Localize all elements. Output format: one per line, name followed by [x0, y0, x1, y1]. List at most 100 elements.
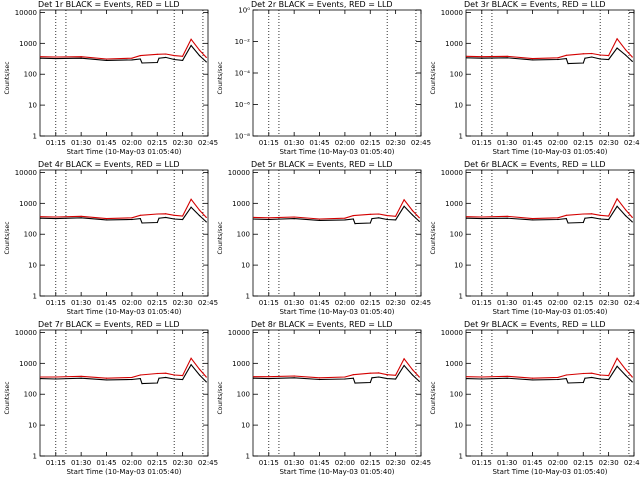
- chart-panel-5: 01:15 01:30 01:45 02:00 02:15 02:30 02:45 1 10 10…: [213, 160, 431, 320]
- events-data-point: [378, 217, 380, 219]
- lld-data-point: [165, 53, 167, 55]
- events-data-point: [165, 216, 167, 219]
- lld-data-point: [599, 374, 601, 376]
- events-data-point: [198, 215, 201, 217]
- x-tick-label: 02:00: [335, 299, 355, 307]
- lld-data-point: [198, 209, 201, 211]
- lld-data-point: [165, 372, 167, 374]
- lld-data-point: [182, 215, 184, 217]
- events-data-point: [411, 374, 414, 376]
- chart-title: Det 7r BLACK = Events, RED = LLD: [38, 320, 180, 329]
- x-tick-label: 01:15: [46, 459, 66, 467]
- y-axis-label: Counts/sec: [430, 381, 437, 415]
- x-tick-label: 02:00: [335, 139, 355, 147]
- y-tick-label: 10000: [441, 169, 463, 177]
- x-tick-label: 02:00: [122, 299, 142, 307]
- x-tick-label: 01:30: [71, 139, 91, 147]
- lld-data-point: [190, 198, 192, 200]
- lld-data-point: [105, 218, 108, 220]
- events-data-point: [608, 378, 610, 381]
- lld-data-point: [582, 53, 584, 55]
- y-tick-label: 1: [459, 133, 463, 141]
- lld-data-point: [39, 216, 42, 218]
- y-tick-label: 100: [24, 391, 37, 399]
- events-data-point: [481, 378, 483, 380]
- y-axis-label: Counts/sec: [217, 61, 224, 95]
- events-data-point: [506, 377, 508, 379]
- y-tick-label: 10: [28, 262, 37, 270]
- chart-svg: 01:15 01:30 01:45 02:00 02:15 02:30 02:45 1 10 10…: [228, 169, 431, 307]
- chart-title: Det 8r BLACK = Events, RED = LLD: [251, 320, 393, 329]
- events-data-point: [531, 59, 534, 61]
- events-data-point: [403, 364, 405, 367]
- lld-data-point: [624, 49, 627, 51]
- chart-title: Det 1r BLACK = Events, RED = LLD: [38, 0, 180, 9]
- events-data-point: [105, 379, 108, 381]
- lld-data-point: [156, 53, 158, 55]
- events-data-point: [173, 378, 175, 380]
- events-data-point: [344, 219, 346, 221]
- x-tick-label: 02:45: [624, 459, 640, 467]
- y-tick-label: 1: [33, 133, 37, 141]
- lld-data-point: [624, 368, 627, 370]
- lld-data-point: [481, 56, 483, 58]
- events-data-point: [158, 57, 160, 59]
- lld-data-point: [531, 58, 534, 60]
- lld-data-point: [599, 54, 601, 56]
- y-tick-label: 100: [450, 71, 463, 79]
- lld-data-point: [55, 216, 57, 218]
- events-data-point: [131, 59, 133, 61]
- events-data-point: [318, 378, 321, 381]
- x-tick-label: 02:15: [147, 139, 167, 147]
- y-tick-label: 10⁰: [238, 7, 250, 15]
- y-tick-label: 10: [454, 102, 463, 110]
- y-tick-label: 100: [450, 231, 463, 239]
- plot-frame: [39, 9, 209, 137]
- events-data-point: [39, 57, 42, 59]
- lld-data-point: [268, 217, 270, 219]
- lld-data-point: [156, 213, 158, 215]
- events-data-point: [395, 219, 397, 221]
- x-axis-label: Start Time (10-May-03 01:05:40): [66, 148, 182, 156]
- events-data-point: [631, 381, 633, 383]
- y-tick-label: 1000: [232, 360, 250, 368]
- y-tick-label: 1: [33, 293, 37, 301]
- lld-data-point: [506, 215, 508, 217]
- plot-frame: [465, 169, 635, 297]
- x-tick-label: 02:30: [173, 299, 193, 307]
- events-data-point: [481, 57, 483, 59]
- lld-data-point: [139, 214, 141, 216]
- y-tick-label: 100: [24, 231, 37, 239]
- events-data-point: [465, 217, 468, 219]
- events-data-point: [506, 57, 508, 59]
- x-tick-label: 02:30: [173, 459, 193, 467]
- y-tick-label: 10: [454, 262, 463, 270]
- events-data-point: [205, 61, 207, 63]
- x-tick-label: 01:30: [497, 459, 517, 467]
- y-axis-label: Counts/sec: [430, 221, 437, 255]
- events-data-point: [165, 56, 167, 59]
- lld-data-point: [565, 54, 567, 56]
- x-tick-label: 02:45: [198, 459, 218, 467]
- y-tick-label: 1000: [232, 200, 250, 208]
- y-tick-label: 10000: [228, 169, 250, 177]
- events-data-point: [80, 217, 82, 219]
- events-data-point: [158, 217, 160, 219]
- chart-title: Det 2r BLACK = Events, RED = LLD: [251, 0, 393, 9]
- chart-panel-1: 01:15 01:30 01:45 02:00 02:15 02:30 02:45 1 10 10…: [0, 0, 218, 160]
- lld-data-point: [318, 377, 321, 379]
- y-tick-label: 10: [28, 422, 37, 430]
- y-tick-label: 10000: [228, 329, 250, 337]
- plot-frame: [252, 329, 422, 457]
- events-data-point: [141, 383, 143, 385]
- lld-data-point: [369, 372, 371, 374]
- chart-title: Det 5r BLACK = Events, RED = LLD: [251, 160, 393, 169]
- lld-data-point: [369, 213, 371, 215]
- lld-data-point: [344, 376, 346, 378]
- events-data-point: [55, 218, 57, 220]
- y-tick-label: 1: [246, 453, 250, 461]
- events-data-point: [395, 378, 397, 380]
- events-data-point: [418, 220, 420, 223]
- x-tick-label: 02:45: [624, 299, 640, 307]
- y-tick-label: 10⁻²: [235, 38, 251, 46]
